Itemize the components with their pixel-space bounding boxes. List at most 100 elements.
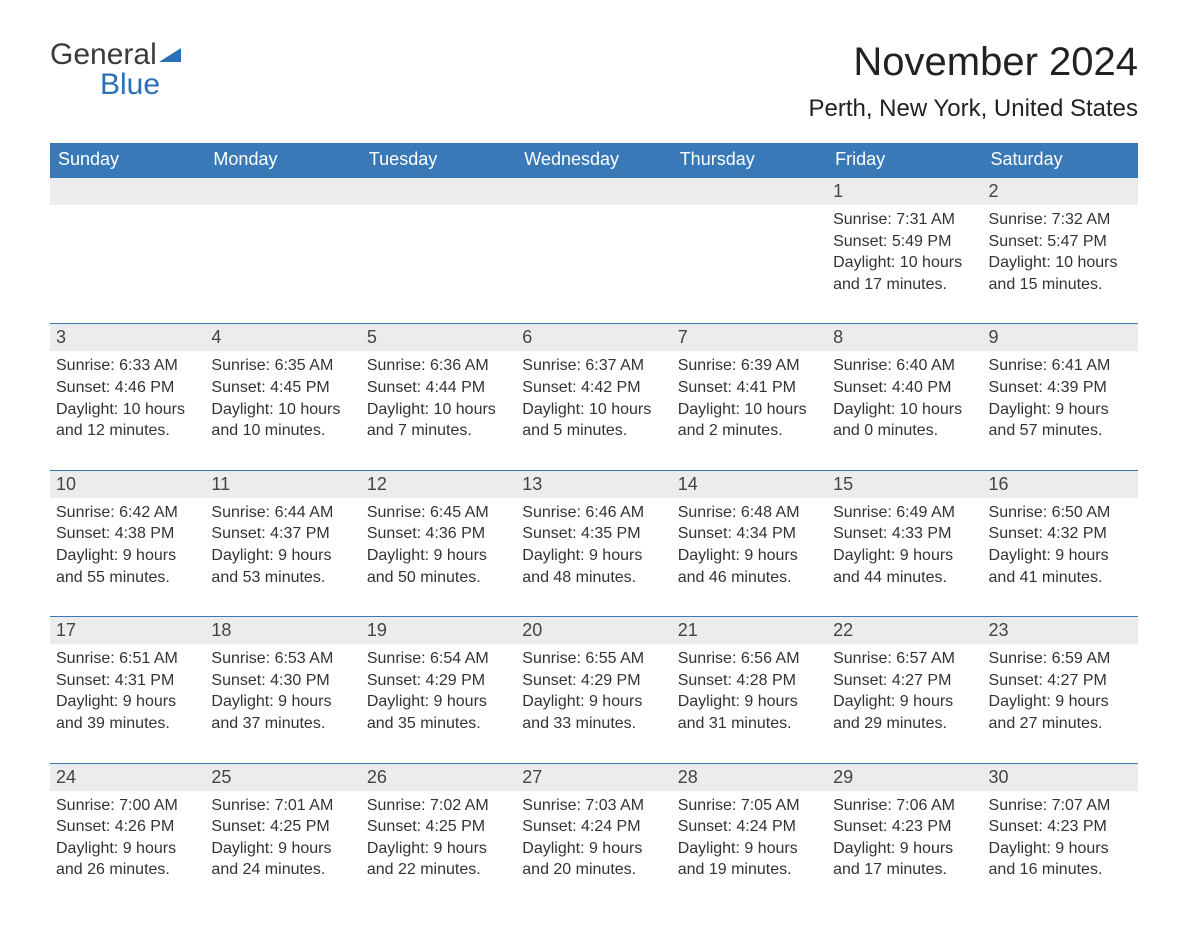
daylight-text: Daylight: 9 hours and 27 minutes. [989, 691, 1132, 734]
page-header: General Blue November 2024 Perth, New Yo… [50, 40, 1138, 123]
brand-logo: General Blue [50, 40, 181, 100]
day-cell: 1Sunrise: 7:31 AMSunset: 5:49 PMDaylight… [827, 178, 982, 305]
day-cell: 14Sunrise: 6:48 AMSunset: 4:34 PMDayligh… [672, 471, 827, 598]
day-cell: 17Sunrise: 6:51 AMSunset: 4:31 PMDayligh… [50, 617, 205, 744]
logo-triangle-icon [159, 48, 181, 62]
day-number: 21 [672, 617, 827, 644]
day-info: Sunrise: 7:31 AMSunset: 5:49 PMDaylight:… [827, 209, 982, 295]
day-number [361, 178, 516, 205]
daylight-text: Daylight: 9 hours and 16 minutes. [989, 838, 1132, 881]
sunrise-text: Sunrise: 6:53 AM [211, 648, 354, 670]
sunset-text: Sunset: 4:38 PM [56, 523, 199, 545]
sunset-text: Sunset: 4:29 PM [367, 670, 510, 692]
day-info: Sunrise: 7:02 AMSunset: 4:25 PMDaylight:… [361, 795, 516, 881]
sunrise-text: Sunrise: 6:55 AM [522, 648, 665, 670]
day-info: Sunrise: 6:37 AMSunset: 4:42 PMDaylight:… [516, 355, 671, 441]
day-number: 23 [983, 617, 1138, 644]
sunrise-text: Sunrise: 7:06 AM [833, 795, 976, 817]
sunset-text: Sunset: 4:27 PM [989, 670, 1132, 692]
day-cell: 4Sunrise: 6:35 AMSunset: 4:45 PMDaylight… [205, 324, 360, 451]
daylight-text: Daylight: 9 hours and 17 minutes. [833, 838, 976, 881]
day-cell: 8Sunrise: 6:40 AMSunset: 4:40 PMDaylight… [827, 324, 982, 451]
sunset-text: Sunset: 4:26 PM [56, 816, 199, 838]
daylight-text: Daylight: 10 hours and 15 minutes. [989, 252, 1132, 295]
sunrise-text: Sunrise: 6:41 AM [989, 355, 1132, 377]
day-cell: 15Sunrise: 6:49 AMSunset: 4:33 PMDayligh… [827, 471, 982, 598]
sunset-text: Sunset: 4:36 PM [367, 523, 510, 545]
month-title: November 2024 [808, 40, 1138, 85]
sunset-text: Sunset: 4:30 PM [211, 670, 354, 692]
sunrise-text: Sunrise: 6:51 AM [56, 648, 199, 670]
sunset-text: Sunset: 4:31 PM [56, 670, 199, 692]
daylight-text: Daylight: 9 hours and 35 minutes. [367, 691, 510, 734]
day-cell: 30Sunrise: 7:07 AMSunset: 4:23 PMDayligh… [983, 764, 1138, 891]
day-info: Sunrise: 7:32 AMSunset: 5:47 PMDaylight:… [983, 209, 1138, 295]
day-cell: 20Sunrise: 6:55 AMSunset: 4:29 PMDayligh… [516, 617, 671, 744]
day-cell: 7Sunrise: 6:39 AMSunset: 4:41 PMDaylight… [672, 324, 827, 451]
weekday-header: Monday [205, 143, 360, 178]
day-info: Sunrise: 6:39 AMSunset: 4:41 PMDaylight:… [672, 355, 827, 441]
day-number: 3 [50, 324, 205, 351]
sunset-text: Sunset: 4:27 PM [833, 670, 976, 692]
day-cell: 10Sunrise: 6:42 AMSunset: 4:38 PMDayligh… [50, 471, 205, 598]
day-info: Sunrise: 6:35 AMSunset: 4:45 PMDaylight:… [205, 355, 360, 441]
sunset-text: Sunset: 4:44 PM [367, 377, 510, 399]
day-cell [672, 178, 827, 305]
day-info: Sunrise: 6:44 AMSunset: 4:37 PMDaylight:… [205, 502, 360, 588]
sunset-text: Sunset: 4:28 PM [678, 670, 821, 692]
daylight-text: Daylight: 9 hours and 37 minutes. [211, 691, 354, 734]
day-number: 26 [361, 764, 516, 791]
day-info: Sunrise: 7:07 AMSunset: 4:23 PMDaylight:… [983, 795, 1138, 881]
logo-word1: General [50, 40, 157, 70]
daylight-text: Daylight: 9 hours and 19 minutes. [678, 838, 821, 881]
day-cell: 29Sunrise: 7:06 AMSunset: 4:23 PMDayligh… [827, 764, 982, 891]
day-number: 5 [361, 324, 516, 351]
daylight-text: Daylight: 9 hours and 44 minutes. [833, 545, 976, 588]
sunrise-text: Sunrise: 6:40 AM [833, 355, 976, 377]
sunset-text: Sunset: 4:24 PM [522, 816, 665, 838]
day-info: Sunrise: 6:46 AMSunset: 4:35 PMDaylight:… [516, 502, 671, 588]
day-number [672, 178, 827, 205]
day-cell: 2Sunrise: 7:32 AMSunset: 5:47 PMDaylight… [983, 178, 1138, 305]
day-number: 20 [516, 617, 671, 644]
sunrise-text: Sunrise: 7:31 AM [833, 209, 976, 231]
daylight-text: Daylight: 10 hours and 10 minutes. [211, 399, 354, 442]
day-cell: 23 Sunrise: 6:59 AMSunset: 4:27 PMDayligh… [983, 617, 1138, 744]
day-number: 10 [50, 471, 205, 498]
day-info: Sunrise: 6:49 AMSunset: 4:33 PMDaylight:… [827, 502, 982, 588]
day-number [516, 178, 671, 205]
day-info: Sunrise: 6:36 AMSunset: 4:44 PMDaylight:… [361, 355, 516, 441]
sunrise-text: Sunrise: 6:59 AM [989, 648, 1132, 670]
day-number: 24 [50, 764, 205, 791]
sunset-text: Sunset: 4:35 PM [522, 523, 665, 545]
day-cell [516, 178, 671, 305]
day-number: 28 [672, 764, 827, 791]
day-cell: 5 Sunrise: 6:36 AMSunset: 4:44 PMDaylight… [361, 324, 516, 451]
sunrise-text: Sunrise: 7:05 AM [678, 795, 821, 817]
day-cell: 24Sunrise: 7:00 AMSunset: 4:26 PMDayligh… [50, 764, 205, 891]
day-cell: 13Sunrise: 6:46 AMSunset: 4:35 PMDayligh… [516, 471, 671, 598]
sunrise-text: Sunrise: 6:33 AM [56, 355, 199, 377]
week-row: 1Sunrise: 7:31 AMSunset: 5:49 PMDaylight… [50, 178, 1138, 305]
sunrise-text: Sunrise: 6:37 AM [522, 355, 665, 377]
daylight-text: Daylight: 10 hours and 5 minutes. [522, 399, 665, 442]
sunrise-text: Sunrise: 6:45 AM [367, 502, 510, 524]
day-info: Sunrise: 7:01 AMSunset: 4:25 PMDaylight:… [205, 795, 360, 881]
day-cell [361, 178, 516, 305]
week-row: 10 Sunrise: 6:42 AMSunset: 4:38 PM Dayligh… [50, 470, 1138, 598]
day-info: Sunrise: 6:51 AMSunset: 4:31 PMDaylight:… [50, 648, 205, 734]
day-number: 16 [983, 471, 1138, 498]
sunrise-text: Sunrise: 6:42 AM [56, 502, 199, 524]
logo-word2: Blue [100, 70, 181, 100]
daylight-text: Daylight: 10 hours and 2 minutes. [678, 399, 821, 442]
week-row: 24Sunrise: 7:00 AMSunset: 4:26 PMDayligh… [50, 763, 1138, 891]
day-cell [205, 178, 360, 305]
daylight-text: Daylight: 10 hours and 7 minutes. [367, 399, 510, 442]
day-info: Sunrise: 6:48 AMSunset: 4:34 PMDaylight:… [672, 502, 827, 588]
daylight-text: Daylight: 9 hours and 50 minutes. [367, 545, 510, 588]
daylight-text: Daylight: 9 hours and 20 minutes. [522, 838, 665, 881]
weekday-header: Saturday [983, 143, 1138, 178]
day-cell: 11Sunrise: 6:44 AMSunset: 4:37 PMDayligh… [205, 471, 360, 598]
weekday-header: Thursday [672, 143, 827, 178]
day-cell: 16Sunrise: 6:50 AMSunset: 4:32 PMDayligh… [983, 471, 1138, 598]
